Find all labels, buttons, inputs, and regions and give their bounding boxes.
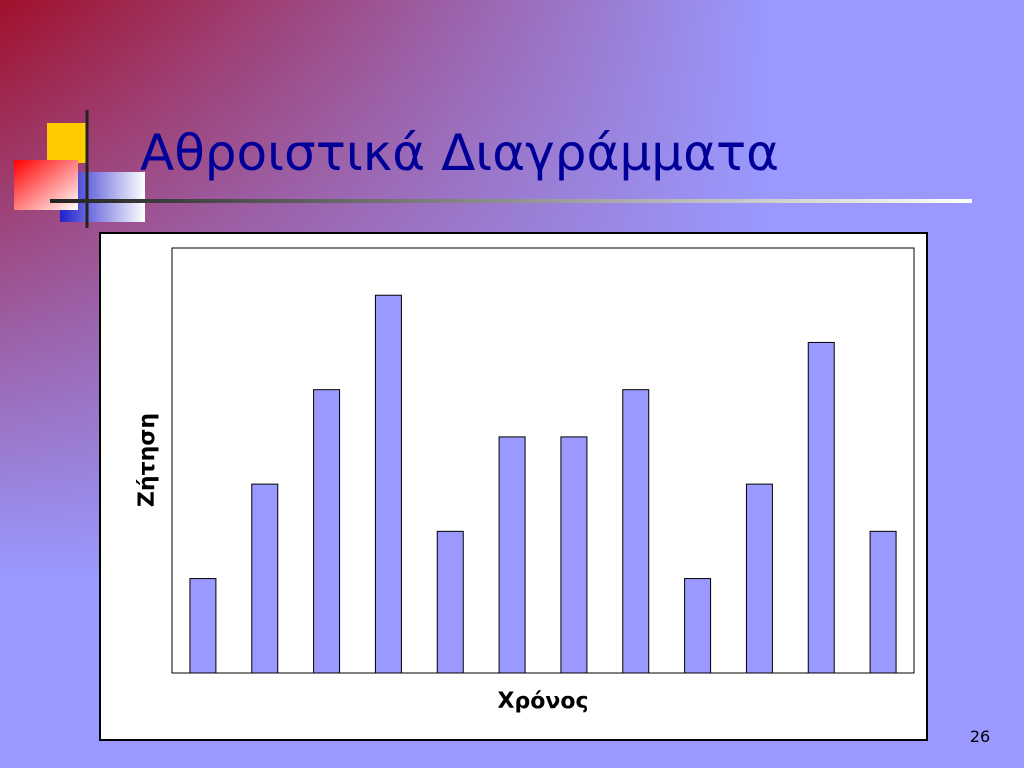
bar	[189, 578, 217, 674]
plot-area	[171, 247, 915, 674]
decor	[47, 123, 87, 163]
x-axis-label: Χρόνος	[498, 689, 589, 714]
bar	[622, 389, 650, 674]
bar	[560, 436, 588, 674]
bar	[684, 578, 712, 674]
bar	[313, 389, 341, 674]
title: Αθροιστικά Διαγράμματα	[140, 124, 779, 182]
bar	[807, 341, 835, 674]
bar	[374, 294, 402, 674]
y-axis-label: Ζήτηση	[135, 413, 160, 507]
bar	[745, 483, 773, 674]
decor	[50, 199, 972, 203]
bar	[251, 483, 279, 674]
bar	[436, 530, 464, 674]
bar	[869, 530, 897, 674]
bar	[498, 436, 526, 674]
page-number: 26	[970, 727, 990, 746]
